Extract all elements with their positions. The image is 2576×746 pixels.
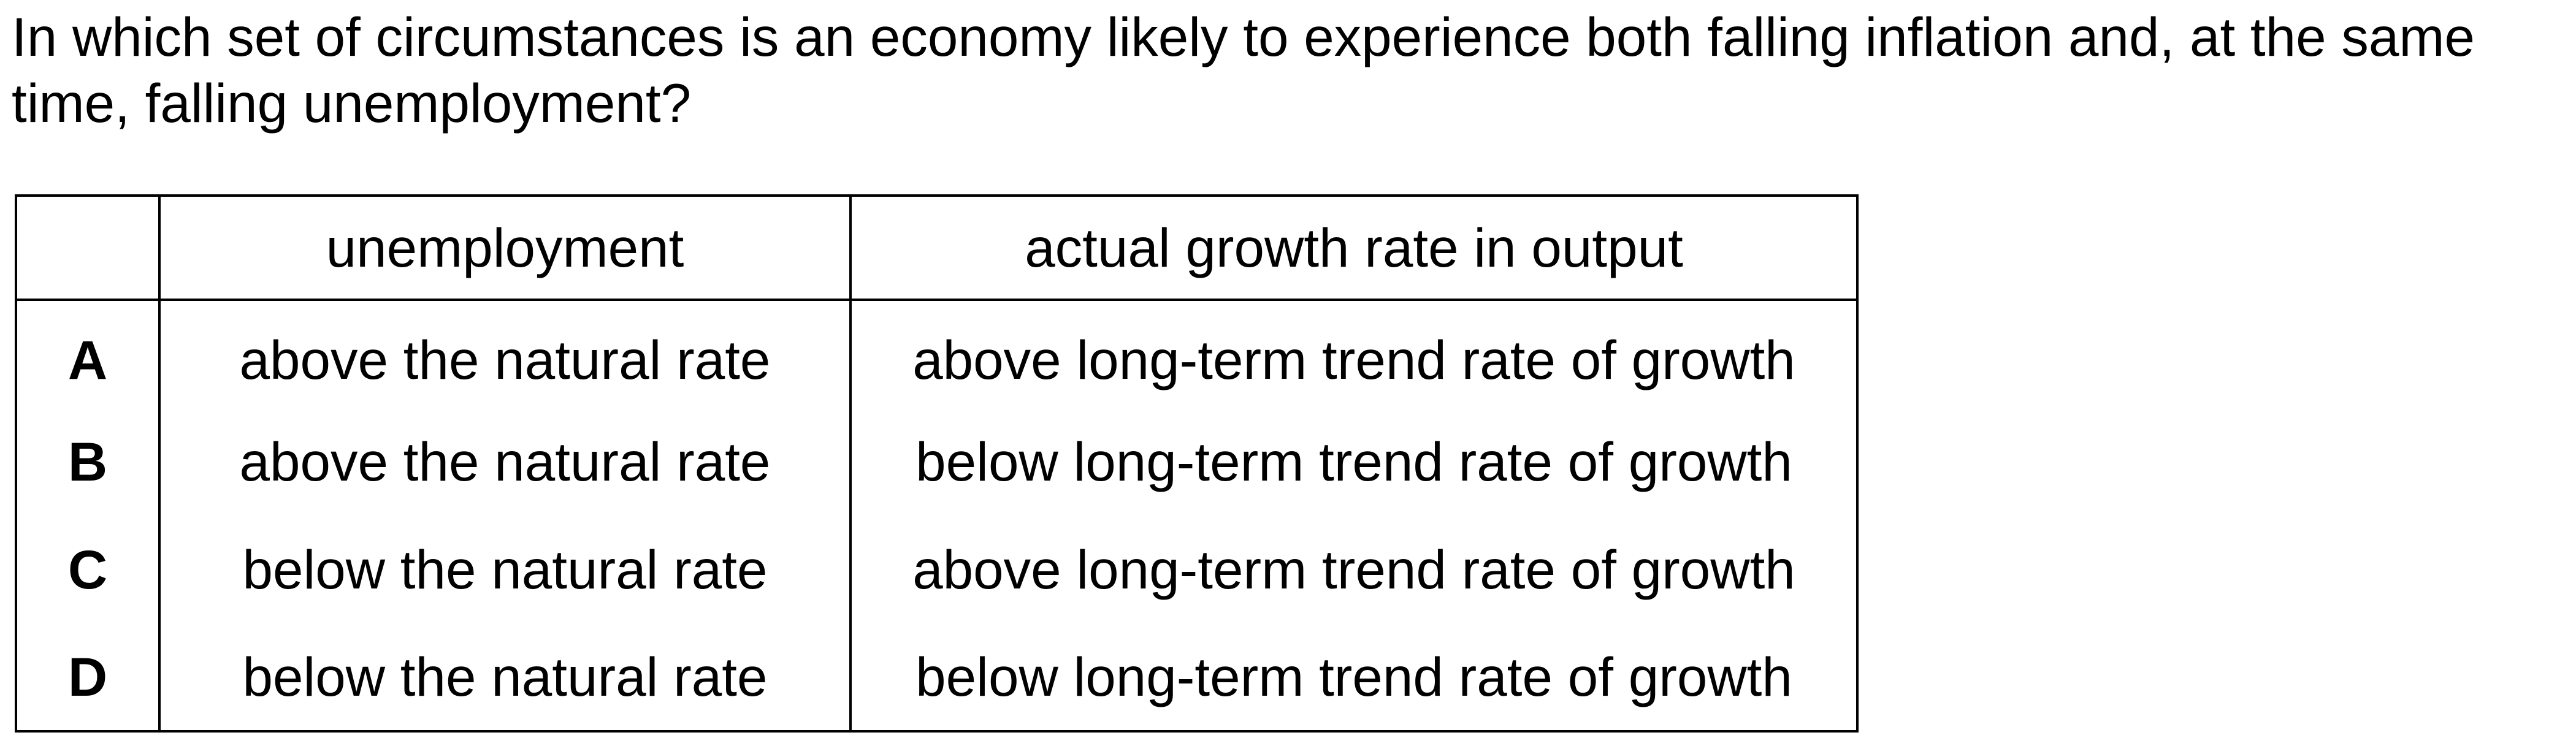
option-growth-rate: below long-term trend rate of growth	[849, 408, 1859, 516]
option-letter: D	[15, 623, 161, 731]
options-table: unemployment actual growth rate in outpu…	[15, 194, 1859, 733]
option-row-d: D below the natural rate below long-term…	[15, 623, 1859, 731]
option-row-a: A above the natural rate above long-term…	[15, 300, 1859, 408]
option-growth-rate: above long-term trend rate of growth	[849, 516, 1859, 623]
option-letter: A	[15, 300, 161, 408]
option-unemployment: above the natural rate	[158, 408, 852, 516]
option-growth-rate: below long-term trend rate of growth	[849, 623, 1859, 731]
option-unemployment: below the natural rate	[158, 623, 852, 731]
header-unemployment: unemployment	[158, 194, 852, 301]
option-growth-rate: above long-term trend rate of growth	[849, 300, 1859, 408]
header-row: unemployment actual growth rate in outpu…	[15, 194, 1859, 301]
header-growth-rate: actual growth rate in output	[849, 194, 1859, 301]
option-row-b: B above the natural rate below long-term…	[15, 408, 1859, 516]
option-row-c: C below the natural rate above long-term…	[15, 516, 1859, 623]
option-unemployment: below the natural rate	[158, 516, 852, 623]
option-letter: C	[15, 516, 161, 623]
question-text: In which set of circumstances is an econ…	[12, 6, 2475, 134]
option-letter: B	[15, 408, 161, 516]
option-unemployment: above the natural rate	[158, 300, 852, 408]
header-letter	[15, 194, 161, 301]
